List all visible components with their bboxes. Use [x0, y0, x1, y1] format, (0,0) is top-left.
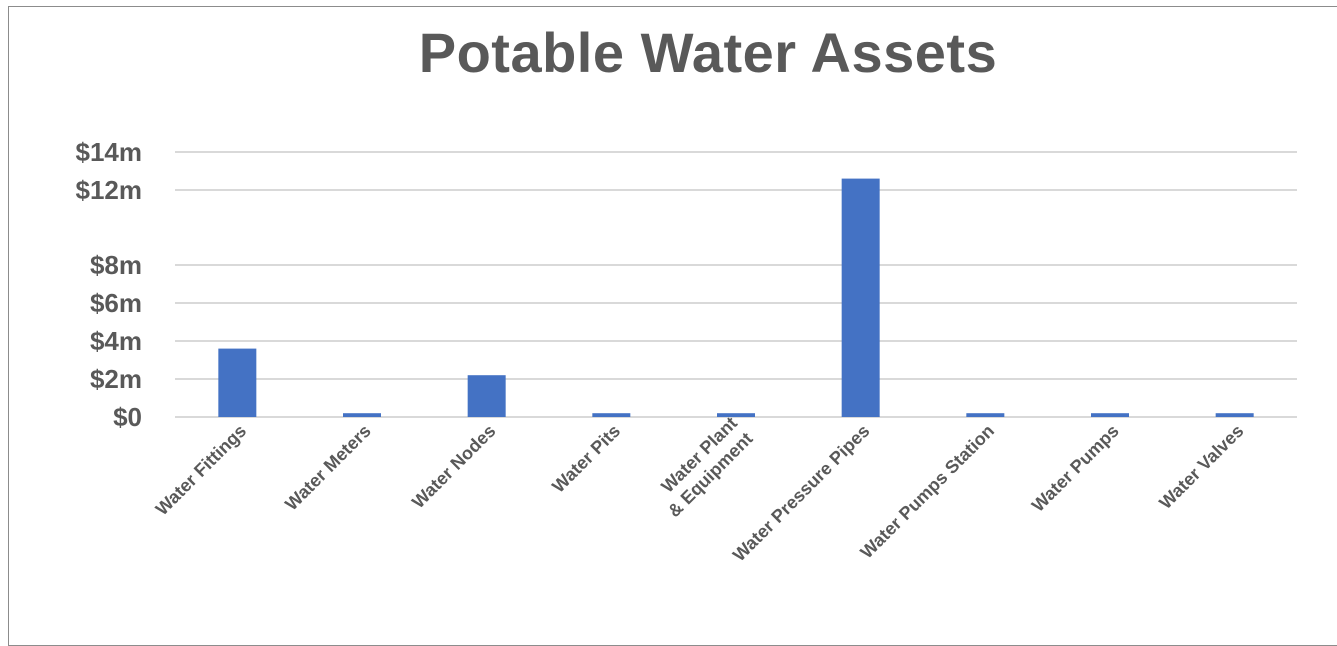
x-category-label: Water Valves: [1155, 421, 1247, 513]
x-category-label-line: Water Valves: [1155, 421, 1247, 513]
y-tick-label: $12m: [76, 175, 143, 205]
bar: [592, 413, 631, 417]
y-tick-label: $0: [113, 402, 142, 432]
x-category-label: Water Meters: [281, 421, 375, 515]
x-category-label: Water Pumps: [1028, 421, 1123, 516]
chart-title: Potable Water Assets: [418, 21, 998, 84]
bar-chart: $0$2m$4m$6m$8m$12m$14m Water Fittings Wat…: [76, 137, 1297, 565]
bar: [966, 413, 1005, 417]
bar: [1091, 413, 1129, 417]
bar: [841, 178, 880, 417]
x-category-label: Water Pits: [548, 421, 624, 497]
x-category-label-line: Water Pumps: [1028, 421, 1123, 516]
y-tick-label: $2m: [90, 364, 142, 394]
x-axis-category-labels: Water Fittings Water Meters Water Nodes Wat…: [152, 413, 1248, 565]
x-category-label: Water Plant& Equipment: [648, 413, 756, 521]
x-category-label: Water Fittings: [152, 421, 251, 520]
y-tick-label: $8m: [90, 250, 142, 280]
y-tick-label: $14m: [76, 137, 143, 167]
x-category-label-line: Water Fittings: [152, 421, 251, 520]
y-tick-label: $4m: [90, 326, 142, 356]
x-category-label: Water Pumps Station: [856, 421, 998, 563]
bar: [1215, 413, 1254, 417]
x-category-label-line: Water Pumps Station: [856, 421, 998, 563]
bar: [467, 375, 506, 417]
x-category-label-line: Water Nodes: [408, 421, 499, 512]
x-category-label-line: Water Pits: [548, 421, 624, 497]
x-category-label: Water Nodes: [408, 421, 499, 512]
bar: [218, 348, 257, 417]
y-tick-label: $6m: [90, 288, 142, 318]
y-axis-tick-labels: $0 $2m $4m $6m $8m $12m $14m: [76, 137, 143, 432]
gridlines: [175, 151, 1297, 418]
x-category-label-line: Water Meters: [281, 421, 375, 515]
bars: [218, 178, 1254, 417]
bar: [717, 413, 755, 417]
bar: [343, 413, 381, 417]
